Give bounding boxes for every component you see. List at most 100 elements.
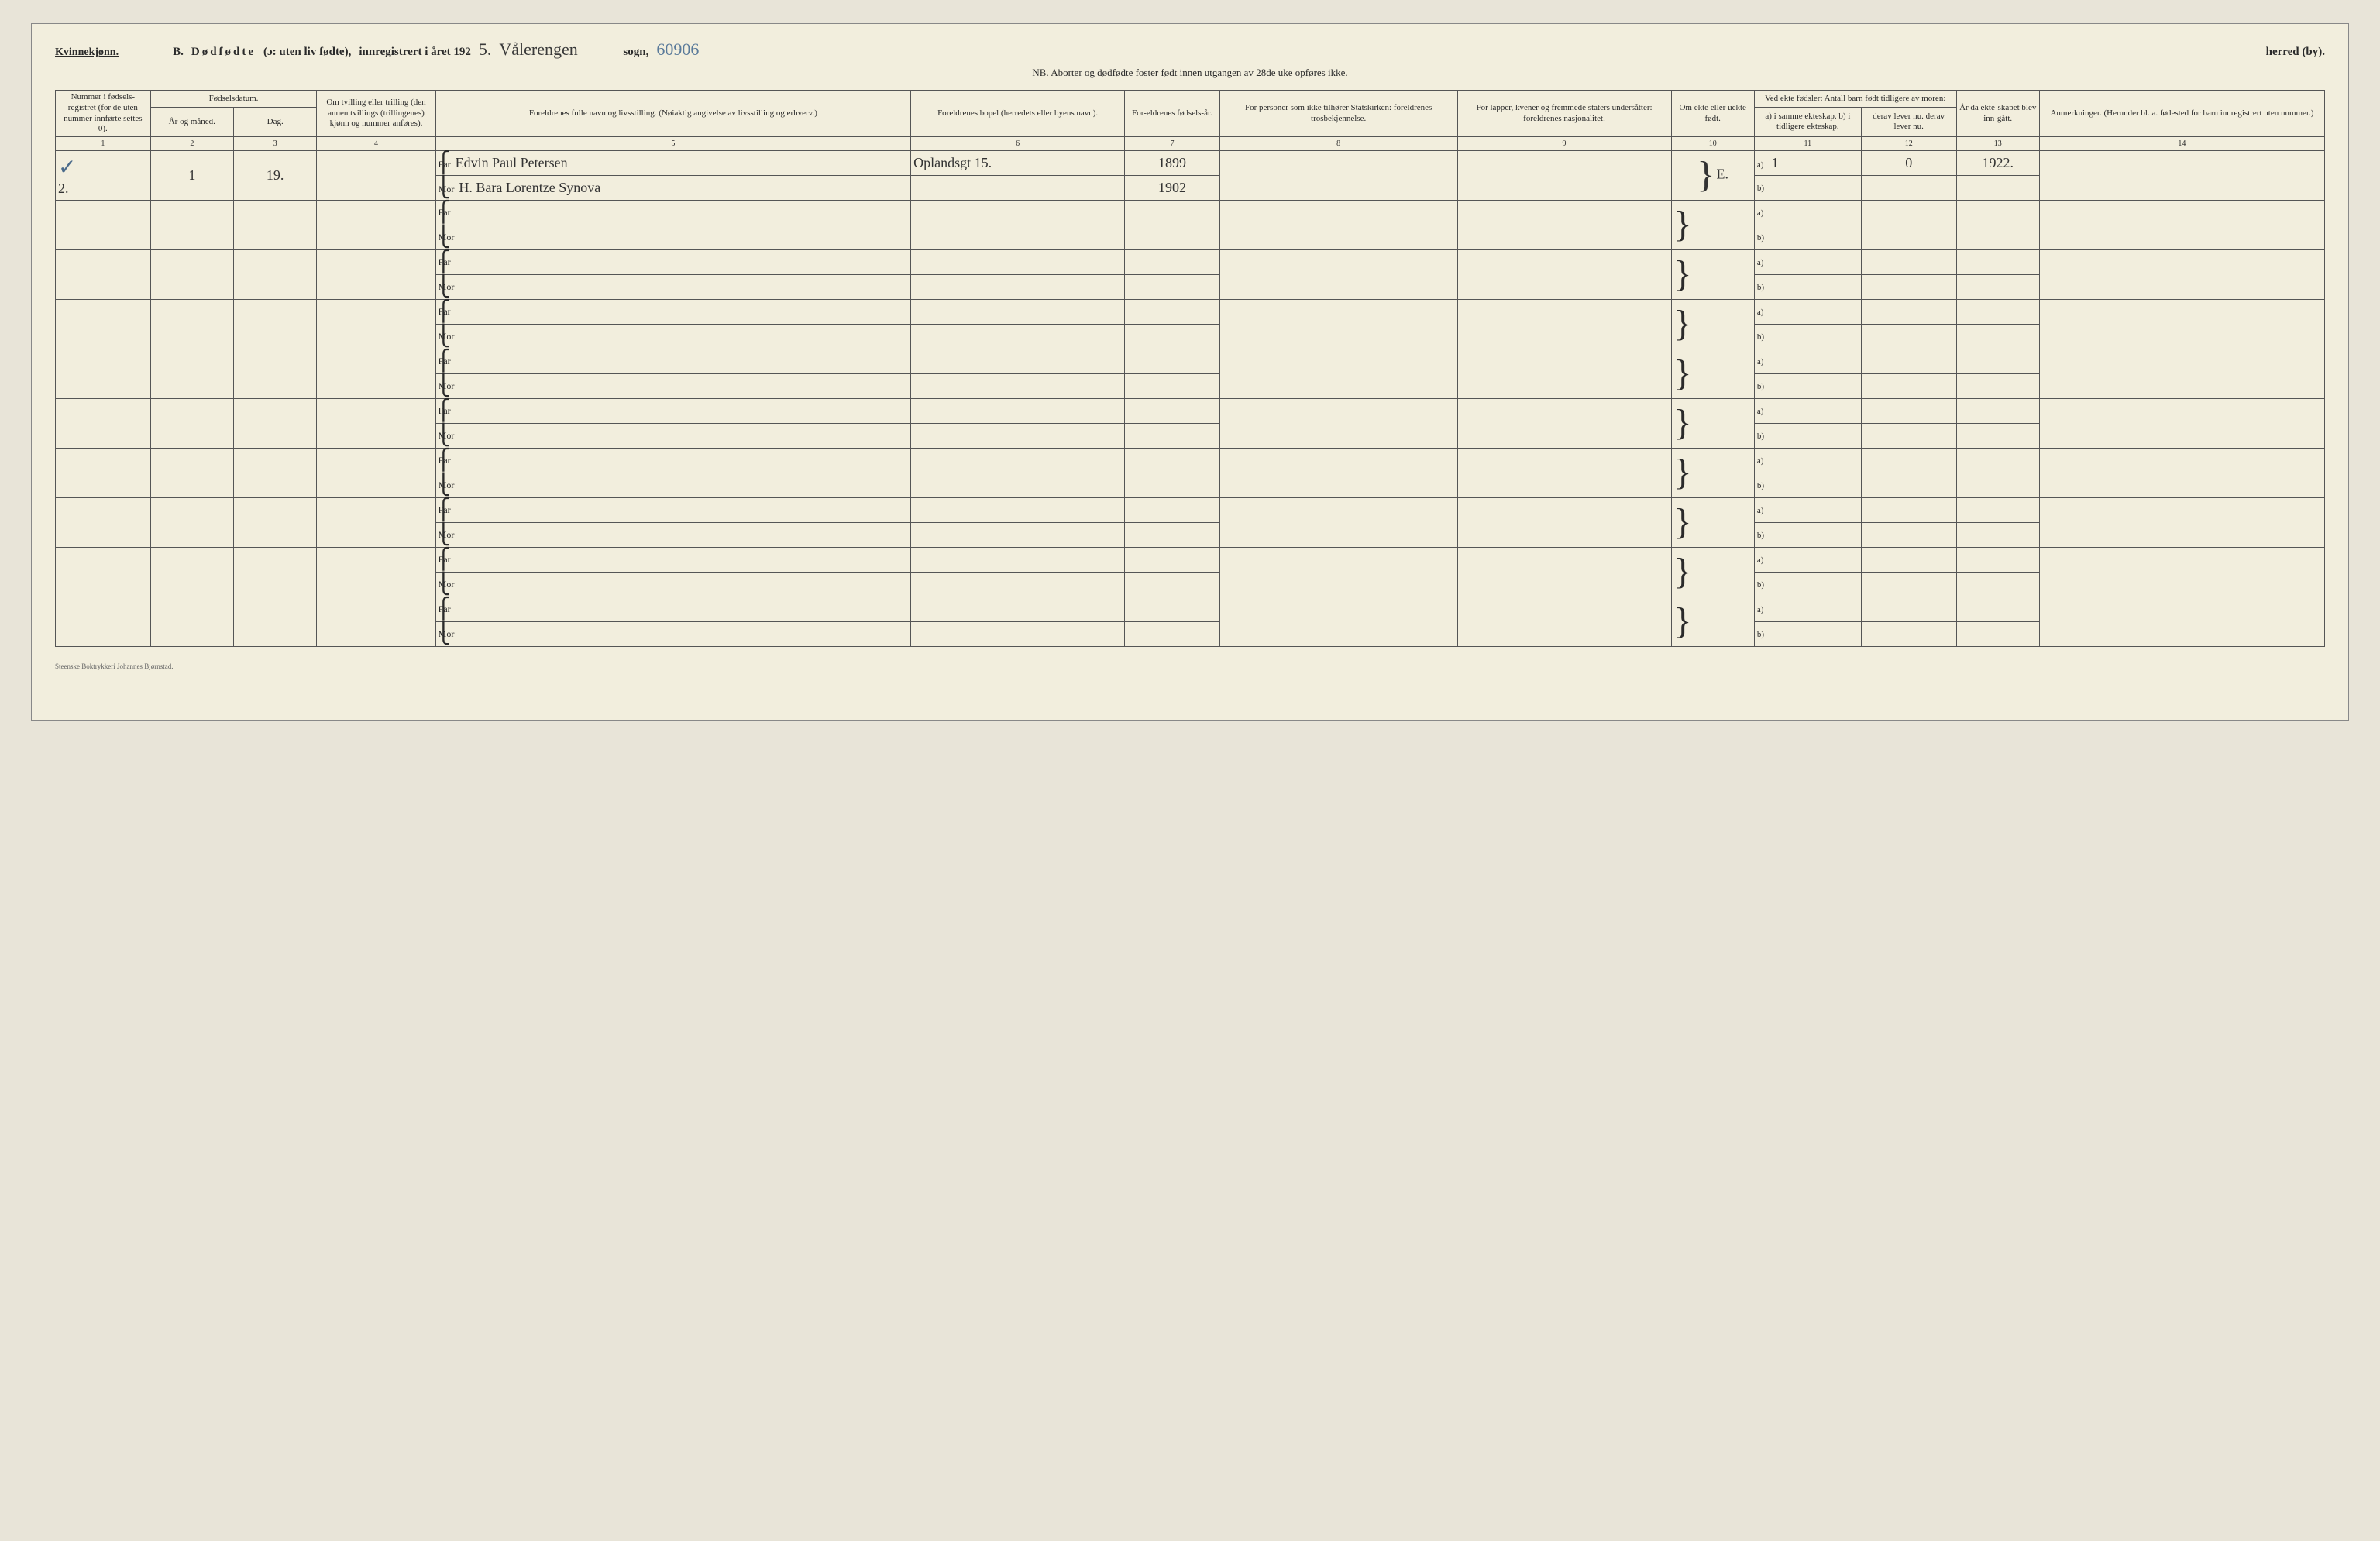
cell-blank <box>1125 325 1220 349</box>
cell-blank <box>56 597 151 647</box>
blank-row-far: ⎧Far}a) <box>56 548 2325 573</box>
cell-blank <box>1956 523 2039 548</box>
cell-blank <box>911 548 1125 573</box>
cell-blank <box>1956 201 2039 225</box>
cell-11a-blank: a) <box>1754 498 1861 523</box>
brace-icon: ⎧ <box>436 401 452 421</box>
brace-icon: ⎧ <box>436 549 452 569</box>
cell-13b <box>1956 176 2039 201</box>
colnum: 13 <box>1956 137 2039 151</box>
header-line: Kvinnekjønn. B. Dødfødte (ɔ: uten liv fø… <box>55 40 2325 60</box>
cell-far-blank: ⎧Far <box>435 250 910 275</box>
cell-11a-blank: a) <box>1754 597 1861 622</box>
cell-blank <box>1219 349 1457 399</box>
cell-blank <box>1125 523 1220 548</box>
cell-blank <box>1956 275 2039 300</box>
cell-blank <box>911 225 1125 250</box>
cell-12b <box>1861 176 1956 201</box>
cell-blank <box>1861 300 1956 325</box>
cell-mor-blank: ⎩Mor <box>435 622 910 647</box>
brace-icon: ⎩ <box>436 425 452 445</box>
cell-blank <box>1457 349 1671 399</box>
cell-blank <box>1861 449 1956 473</box>
b-label: b) <box>1757 382 1770 391</box>
title-paren: (ɔ: uten liv fødte), <box>263 46 351 59</box>
brace-icon: ⎩ <box>436 624 452 644</box>
cell-blank <box>1861 573 1956 597</box>
b-label: b) <box>1757 432 1770 441</box>
cell-far-blank: ⎧Far <box>435 399 910 424</box>
cell-blank <box>1861 523 1956 548</box>
cell-blank <box>1956 250 2039 275</box>
cell-blank <box>911 250 1125 275</box>
cell-blank <box>150 250 233 300</box>
cell-mor-blank: ⎩Mor <box>435 424 910 449</box>
title-main: Dødfødte <box>191 46 256 59</box>
cell-blank <box>911 201 1125 225</box>
cell-blank <box>56 399 151 449</box>
cell-blank <box>1956 597 2039 622</box>
cell-11a-blank: a) <box>1754 399 1861 424</box>
b-label: b) <box>1757 332 1770 342</box>
cell-mor-blank: ⎩Mor <box>435 473 910 498</box>
cell-far-blank: ⎧Far <box>435 349 910 374</box>
cell-blank <box>2039 201 2324 250</box>
brace-icon: ⎩ <box>436 177 452 198</box>
cell-bopel-mor <box>911 176 1125 201</box>
cell-blank <box>150 498 233 548</box>
col11a-value: 1 <box>1772 155 1779 170</box>
sogn-label: sogn, <box>623 46 648 59</box>
col-header-4: Om tvilling eller trilling (den annen tv… <box>317 91 435 137</box>
col-header-2-top: Fødselsdatum. <box>150 91 317 108</box>
cell-11a-blank: a) <box>1754 349 1861 374</box>
colnum: 1 <box>56 137 151 151</box>
a-label: a) <box>1757 407 1770 416</box>
cell-blank <box>1956 548 2039 573</box>
cell-mor-blank: ⎩Mor <box>435 325 910 349</box>
cell-blank <box>1219 300 1457 349</box>
cell-blank <box>1956 374 2039 399</box>
cell-blank <box>1861 622 1956 647</box>
cell-11a-blank: a) <box>1754 449 1861 473</box>
curly-brace-icon: } <box>1697 164 1714 187</box>
cell-mor-navn: ⎩ Mor H. Bara Lorentze Synova <box>435 176 910 201</box>
cell-blank <box>911 523 1125 548</box>
cell-blank <box>56 250 151 300</box>
col-header-8: For personer som ikke tilhører Statskirk… <box>1219 91 1457 137</box>
cell-blank <box>911 399 1125 424</box>
cell-blank <box>1125 201 1220 225</box>
cell-mor-blank: ⎩Mor <box>435 374 910 399</box>
colnum: 10 <box>1671 137 1754 151</box>
cell-blank: } <box>1671 498 1754 548</box>
checkmark: ✓ <box>58 156 76 180</box>
brace-icon: ⎩ <box>436 227 452 247</box>
gender-label: Kvinnekjønn. <box>55 46 119 59</box>
cell-blank <box>317 399 435 449</box>
colnum: 6 <box>911 137 1125 151</box>
cell-blank <box>1219 250 1457 300</box>
cell-blank <box>56 300 151 349</box>
cell-blank <box>1457 399 1671 449</box>
cell-11b-blank: b) <box>1754 573 1861 597</box>
cell-far-blank: ⎧Far <box>435 548 910 573</box>
brace-icon: ⎩ <box>436 574 452 594</box>
cell-blank <box>234 498 317 548</box>
cell-blank <box>1125 597 1220 622</box>
curly-brace-icon: } <box>1674 561 1692 583</box>
cell-blank <box>911 622 1125 647</box>
colnum: 4 <box>317 137 435 151</box>
cell-blank <box>1125 275 1220 300</box>
cell-blank <box>2039 548 2324 597</box>
cell-blank <box>234 597 317 647</box>
year-suffix: 5. <box>479 40 492 60</box>
cell-blank: } <box>1671 449 1754 498</box>
brace-icon: ⎩ <box>436 525 452 545</box>
colnum: 11 <box>1754 137 1861 151</box>
col-header-7: For-eldrenes fødsels-år. <box>1125 91 1220 137</box>
entry-row-far: ✓ 2. 1 19. ⎧ Far Edvin Paul Petersen Opl… <box>56 151 2325 176</box>
cell-blank <box>1125 473 1220 498</box>
cell-blank <box>1219 498 1457 548</box>
colnum: 2 <box>150 137 233 151</box>
b-label: b) <box>1757 531 1770 540</box>
cell-blank <box>911 473 1125 498</box>
